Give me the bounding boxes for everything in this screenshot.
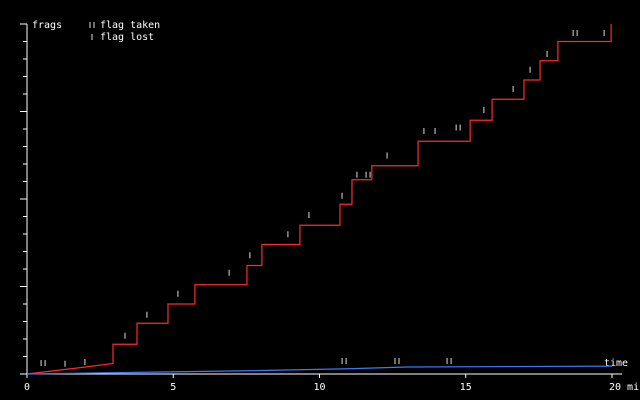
legend-label: flag taken	[100, 20, 160, 31]
flag-taken-marker	[40, 360, 46, 367]
x-tick-label: 20 min	[609, 382, 640, 393]
flag-taken-marker	[394, 357, 400, 364]
flag-taken-marker	[446, 357, 452, 364]
x-axis-label: time	[604, 358, 628, 369]
line-series	[26, 24, 612, 375]
line-series	[26, 365, 613, 375]
flag-taken-marker	[572, 30, 578, 36]
legend-label: flag lost	[100, 32, 154, 43]
flag-taken-marker	[365, 171, 371, 178]
x-tick-label: 15	[460, 382, 472, 393]
y-axis-label: frags	[32, 20, 62, 31]
x-tick-label: 5	[170, 382, 176, 393]
x-tick-label: 10	[313, 382, 325, 393]
x-tick-label: 0	[24, 382, 30, 393]
flag-taken-marker	[455, 124, 461, 131]
flag-taken-marker	[341, 357, 347, 364]
